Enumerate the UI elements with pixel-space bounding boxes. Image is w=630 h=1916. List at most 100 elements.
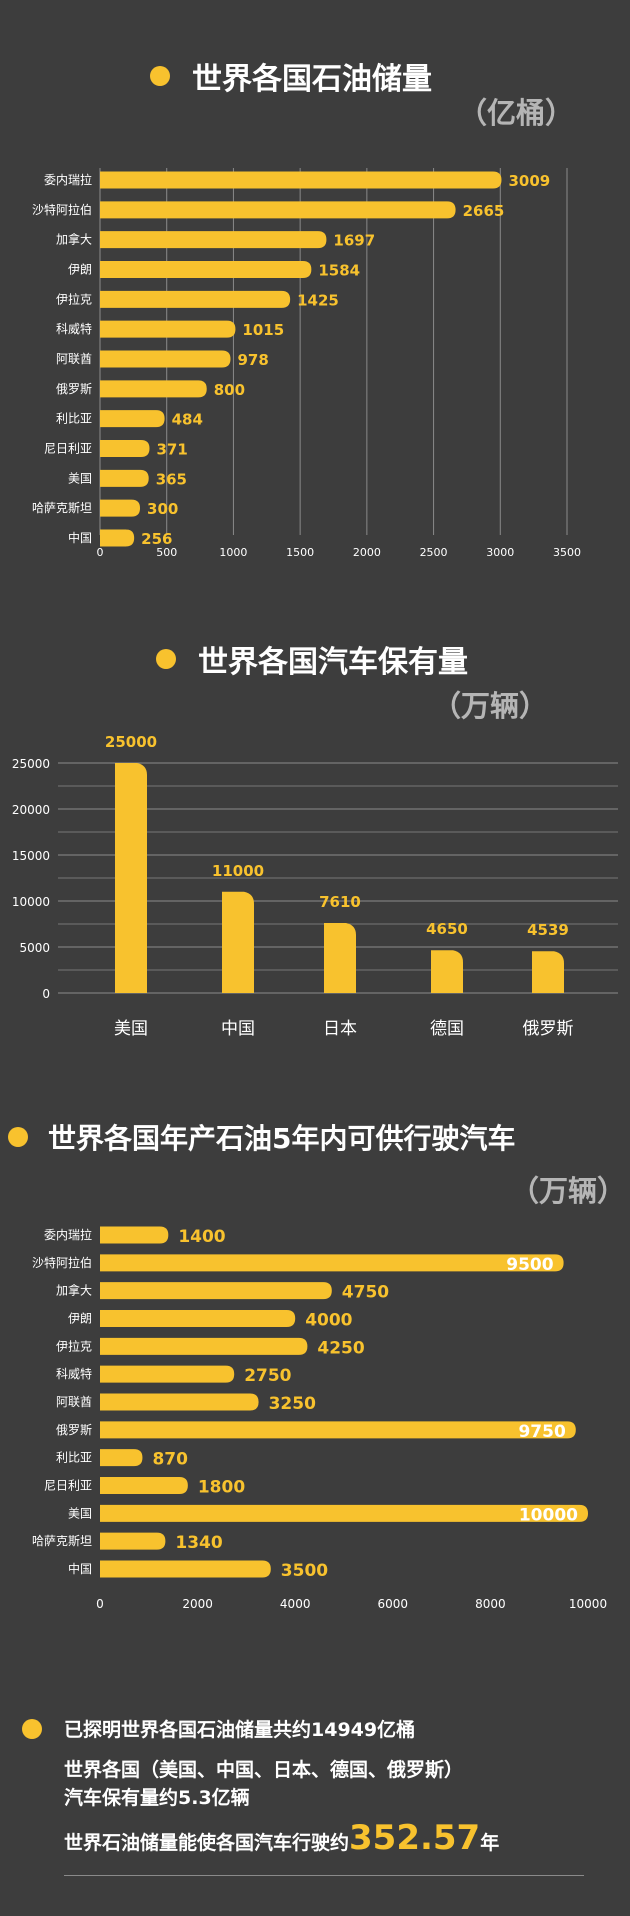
bar <box>100 1226 169 1244</box>
category-label: 日本 <box>323 1019 357 1039</box>
y-tick-label: 10000 <box>12 895 50 909</box>
bar <box>100 1310 296 1327</box>
category-label: 伊朗 <box>68 263 92 277</box>
category-label: 美国 <box>68 471 92 485</box>
data-label: 256 <box>141 530 172 548</box>
chart-unit: （万辆） <box>432 689 549 723</box>
car-ownership-title-row: 世界各国汽车保有量 <box>156 637 468 681</box>
summary-line-4-prefix: 世界石油储量能使各国汽车行驶约 <box>64 1832 350 1854</box>
chart-title: 世界各国石油储量 <box>192 62 432 97</box>
bar <box>100 350 231 368</box>
summary-line-3: 汽车保有量约5.3亿辆 <box>64 1787 250 1809</box>
bullet-dot <box>22 1719 42 1739</box>
summary-line-2: 世界各国（美国、中国、日本、德国、俄罗斯） <box>64 1759 464 1781</box>
data-label: 2750 <box>244 1366 291 1386</box>
data-label: 9750 <box>518 1422 565 1442</box>
data-label: 1584 <box>318 262 360 280</box>
bar <box>431 950 463 993</box>
y-tick-label: 20000 <box>12 803 50 817</box>
category-label: 哈萨克斯坦 <box>32 501 92 515</box>
summary-line-4-suffix: 年 <box>480 1832 500 1854</box>
data-label: 1015 <box>242 321 284 339</box>
y-tick-label: 5000 <box>19 941 50 955</box>
category-label: 尼日利亚 <box>44 1479 92 1493</box>
bar <box>100 320 236 338</box>
x-tick-label: 3500 <box>553 546 581 559</box>
bar <box>100 231 327 249</box>
bar <box>532 951 564 993</box>
bar <box>100 290 291 308</box>
data-label: 870 <box>152 1450 188 1470</box>
bar <box>100 469 149 487</box>
x-tick-label: 8000 <box>475 1597 506 1611</box>
data-label: 365 <box>156 470 187 488</box>
data-label: 3009 <box>508 172 550 190</box>
bar <box>115 763 147 993</box>
category-label: 美国 <box>114 1019 148 1039</box>
bullet-dot <box>156 649 176 669</box>
chart-unit: （亿桶） <box>458 96 575 130</box>
data-label: 11000 <box>212 862 264 880</box>
oil-reserves-title-row: 世界各国石油储量 <box>150 54 432 98</box>
category-label: 委内瑞拉 <box>44 1227 92 1242</box>
x-tick-label: 1000 <box>219 546 247 559</box>
data-label: 3250 <box>269 1394 316 1414</box>
summary-line-4: 世界石油储量能使各国汽车行驶约352.57年 <box>64 1818 499 1858</box>
data-label: 978 <box>237 351 268 369</box>
summary-panel: 已探明世界各国石油储量共约14949亿桶 世界各国（美国、中国、日本、德国、俄罗… <box>0 1705 630 1885</box>
bar <box>100 1421 576 1439</box>
bar <box>100 1532 166 1550</box>
data-label: 25000 <box>105 733 157 751</box>
data-label: 4750 <box>342 1283 389 1303</box>
category-label: 阿联酋 <box>56 351 92 366</box>
data-label: 7610 <box>319 893 361 911</box>
oil-reserves-section: 世界各国石油储量 （亿桶） 0 500 1000 1500 2000 2500 3000 35… <box>0 0 630 575</box>
bar <box>222 891 254 993</box>
category-label: 俄罗斯 <box>523 1019 574 1039</box>
chart-unit: （万辆） <box>510 1174 627 1208</box>
data-label: 1800 <box>198 1478 245 1498</box>
car-ownership-section: 世界各国汽车保有量 （万辆） 0 5000 10000 15000 20000 25000… <box>12 637 618 1039</box>
summary-divider <box>64 1875 584 1876</box>
category-label: 伊朗 <box>68 1312 92 1326</box>
category-label: 加拿大 <box>56 232 92 247</box>
oil-reserves-chart: 0 500 1000 1500 2000 2500 3000 3500 委内瑞拉 3009 沙特阿拉… <box>32 168 581 559</box>
bullet-dot <box>150 66 170 86</box>
data-label: 484 <box>172 411 203 429</box>
data-label: 1697 <box>333 232 375 250</box>
bar <box>100 1504 588 1522</box>
bar <box>100 171 502 189</box>
category-label: 沙特阿拉伯 <box>32 1255 92 1270</box>
bar <box>100 1477 188 1494</box>
bar <box>100 1254 564 1272</box>
category-label: 伊拉克 <box>56 1338 92 1353</box>
bar <box>100 380 207 398</box>
category-label: 尼日利亚 <box>44 442 92 456</box>
data-label: 4539 <box>527 921 569 939</box>
category-label: 委内瑞拉 <box>44 172 92 187</box>
category-label: 美国 <box>68 1506 92 1520</box>
bar <box>100 201 456 219</box>
bar <box>100 440 150 457</box>
bar <box>100 1560 271 1578</box>
x-tick-label: 0 <box>97 546 104 559</box>
data-label: 10000 <box>519 1505 578 1525</box>
category-label: 中国 <box>68 530 92 545</box>
category-label: 加拿大 <box>56 1283 92 1298</box>
bar <box>100 1393 259 1411</box>
x-tick-label: 2000 <box>182 1597 213 1611</box>
bullet-dot <box>8 1127 28 1147</box>
x-tick-label: 1500 <box>286 546 314 559</box>
data-label: 371 <box>157 441 188 459</box>
category-label: 俄罗斯 <box>56 1423 92 1437</box>
chart-title: 世界各国年产石油5年内可供行驶汽车 <box>48 1122 516 1155</box>
data-label: 1340 <box>175 1533 222 1553</box>
x-tick-label: 2000 <box>353 546 381 559</box>
category-label: 利比亚 <box>56 412 92 426</box>
category-label: 中国 <box>68 1561 92 1576</box>
summary-line-1: 已探明世界各国石油储量共约14949亿桶 <box>64 1719 416 1741</box>
x-tick-label: 10000 <box>569 1597 607 1611</box>
x-tick-label: 0 <box>96 1597 104 1611</box>
cars-supplied-section: 世界各国年产石油5年内可供行驶汽车 （万辆） 0 2000 4000 6000 8000… <box>8 1122 627 1611</box>
x-tick-label: 2500 <box>420 546 448 559</box>
